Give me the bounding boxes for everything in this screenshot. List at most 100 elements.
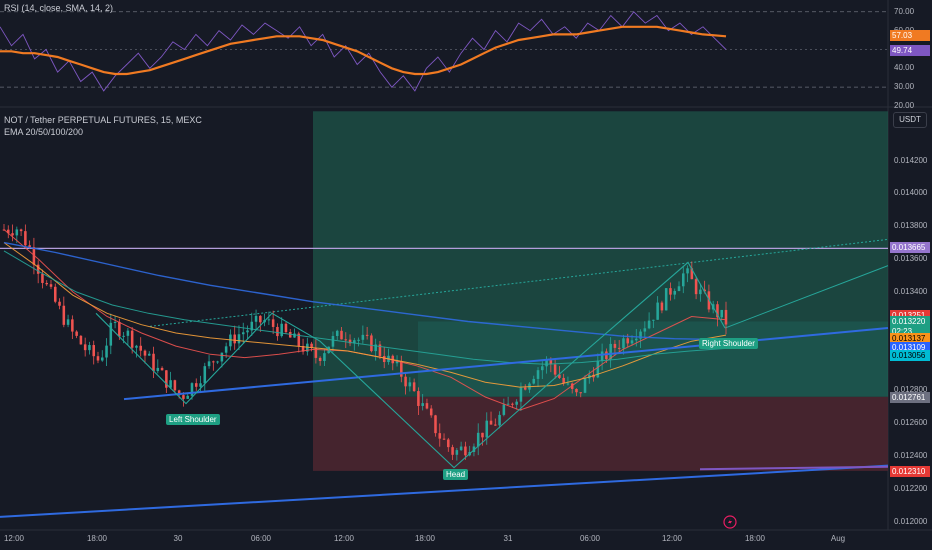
lower-trend-purple: [699, 465, 889, 471]
candle-body: [677, 286, 681, 291]
candle-body: [451, 447, 454, 455]
candle-body: [212, 361, 215, 363]
candle-body: [609, 343, 612, 360]
candle-body: [635, 338, 638, 341]
candle-body: [523, 387, 527, 390]
candle-body: [664, 288, 668, 311]
candle-body: [79, 335, 83, 345]
price-tick-label: 0.013800: [894, 221, 928, 231]
candle-body: [83, 344, 87, 351]
candle-body: [314, 348, 318, 358]
candle-body: [224, 346, 228, 353]
candle-body: [53, 286, 57, 302]
head-label[interactable]: Head: [443, 468, 469, 480]
candle-body: [194, 383, 198, 387]
candle-body: [92, 345, 95, 357]
rsi-tick-label: 40.00: [894, 63, 915, 73]
candle-body: [130, 330, 134, 348]
candle-body: [622, 338, 625, 349]
candle-body: [152, 353, 155, 372]
stop-loss-badge: 0.012310: [890, 465, 930, 477]
candle-body: [109, 322, 113, 346]
candle-body: [344, 339, 348, 341]
rsi-tick-label: 20.00: [894, 101, 915, 110]
candle-body: [246, 330, 249, 333]
ema-line-4: [3, 241, 727, 341]
candle-body: [49, 284, 53, 287]
candle-body: [425, 403, 429, 409]
candle-body: [511, 403, 514, 405]
profit-zone: [313, 111, 888, 397]
price-tick-label: 0.014200: [894, 155, 928, 165]
candle-body: [62, 305, 66, 325]
candle-body: [353, 340, 356, 344]
candle-body: [489, 420, 493, 425]
candle-body: [340, 330, 343, 340]
pattern-zigzag: [95, 261, 726, 469]
candle-body: [716, 304, 719, 318]
candle-body: [318, 357, 322, 362]
chart-title: NOT / Tether PERPETUAL FUTURES, 15, MEXC: [4, 115, 202, 125]
candle-body: [476, 432, 480, 447]
time-tick-label: 06:00: [250, 534, 272, 543]
candle-body: [190, 383, 194, 396]
candle-body: [583, 378, 587, 393]
candle-body: [241, 332, 245, 335]
candle-body: [254, 315, 258, 322]
candle-body: [724, 309, 728, 325]
candle-body: [229, 334, 232, 347]
candle-body: [293, 333, 296, 338]
price-tick-label: 0.012000: [894, 516, 928, 526]
candle-body: [720, 309, 724, 318]
candle-body: [306, 343, 309, 352]
ema-line-3: [3, 250, 727, 365]
currency-selector[interactable]: USDT: [893, 112, 927, 128]
candle-body: [19, 229, 23, 232]
candle-body: [617, 347, 621, 349]
left-shoulder-label[interactable]: Left Shoulder: [166, 413, 220, 425]
price-tick-label: 0.013400: [894, 286, 928, 296]
time-tick-label: 31: [503, 534, 513, 543]
time-tick-label: 18:00: [86, 534, 108, 543]
candle-body: [459, 446, 463, 451]
candle-body: [434, 415, 437, 434]
candle-body: [536, 370, 540, 379]
candle-body: [412, 382, 416, 392]
price-tick-label: 0.012200: [894, 483, 928, 493]
candle-body: [656, 302, 659, 320]
candle-body: [297, 333, 301, 347]
candle-body: [694, 279, 698, 295]
candle-body: [455, 450, 459, 455]
price-tick-label: 0.013600: [894, 254, 928, 264]
candle-body: [267, 319, 271, 321]
candle-body: [643, 328, 647, 332]
right-shoulder-label[interactable]: Right Shoulder: [699, 338, 758, 350]
rsi-tick-label: 60.00: [894, 26, 914, 35]
rsi-line: [0, 11, 727, 92]
candle-body: [519, 387, 523, 402]
rsi-value-badge: 49.74: [890, 44, 930, 56]
time-tick-label: 06:00: [579, 534, 601, 543]
candle-body: [113, 321, 117, 323]
candle-body: [553, 364, 557, 375]
candle-body: [579, 392, 583, 394]
rsi-tick-label: 30.00: [894, 82, 915, 92]
ema-200-badge: 0.013109: [890, 341, 930, 353]
candle-body: [36, 264, 40, 274]
ema-line-2: [3, 242, 727, 388]
candle-body: [135, 345, 138, 348]
candle-body: [498, 414, 501, 426]
candle-body: [549, 359, 553, 365]
candle-body: [447, 439, 450, 448]
candle-body: [6, 229, 10, 234]
candle-body: [335, 330, 339, 336]
rsi-tick-label: 70.00: [894, 6, 915, 16]
candle-body: [400, 361, 403, 377]
candle-body: [216, 361, 219, 363]
candle-body: [464, 446, 467, 456]
candle-body: [207, 361, 211, 367]
candle-body: [421, 403, 424, 406]
candle-body: [288, 332, 292, 338]
candle-body: [545, 359, 548, 367]
